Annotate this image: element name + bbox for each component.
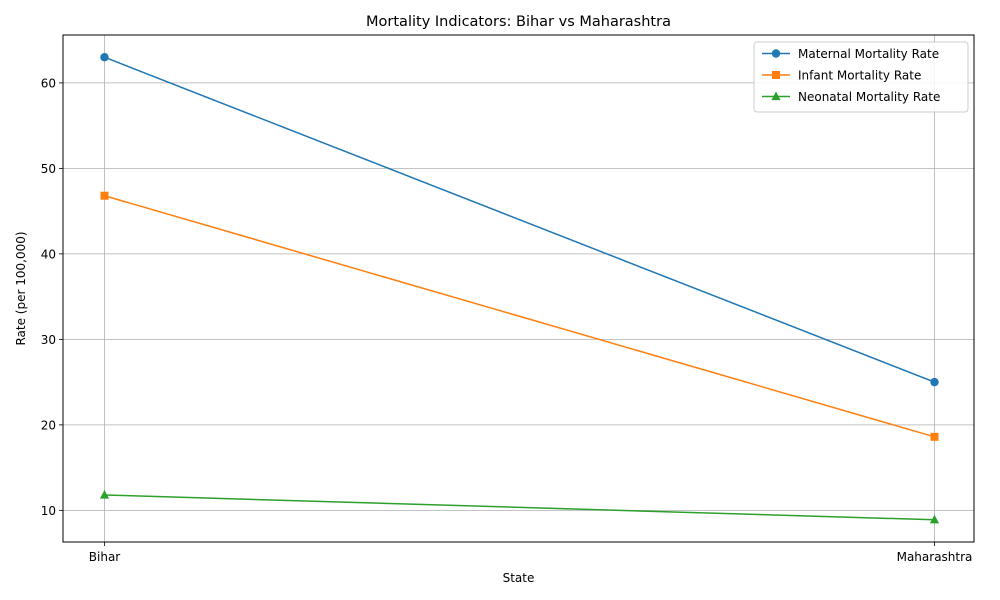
x-tick-label: Maharashtra	[897, 550, 973, 564]
legend-label: Infant Mortality Rate	[798, 68, 921, 82]
legend-marker	[771, 91, 781, 101]
data-point	[100, 191, 109, 200]
data-point	[930, 432, 939, 441]
legend-entry: Neonatal Mortality Rate	[762, 90, 940, 104]
y-tick-label: 40	[41, 247, 56, 261]
y-tick-label: 50	[41, 162, 56, 176]
legend-marker	[771, 49, 781, 58]
y-axis-label: Rate (per 100,000)	[14, 231, 28, 345]
legend-label: Maternal Mortality Rate	[798, 47, 939, 61]
x-axis-label: State	[503, 571, 535, 585]
data-point	[929, 514, 940, 524]
legend: Maternal Mortality Rate Infant Mortality …	[753, 41, 969, 113]
series-infant-mortality-rate	[100, 191, 939, 441]
x-tick-label: Bihar	[89, 550, 121, 564]
legend-marker	[772, 71, 780, 79]
y-tick-label: 20	[41, 418, 56, 432]
series-neonatal-mortality-rate	[99, 489, 940, 524]
y-axis-ticks: 10 20 30 40 50 60	[41, 76, 63, 518]
data-point	[930, 377, 939, 387]
legend-entry: Infant Mortality Rate	[762, 68, 921, 82]
series-line	[104, 494, 935, 521]
y-tick-label: 10	[41, 504, 56, 518]
series-line	[104, 56, 935, 383]
plot-frame	[62, 34, 975, 543]
x-axis-ticks: Bihar Maharashtra	[89, 542, 973, 564]
legend-box	[753, 41, 969, 113]
legend-entry: Maternal Mortality Rate	[762, 47, 939, 61]
data-point	[99, 489, 110, 499]
legend-label: Neonatal Mortality Rate	[798, 90, 940, 104]
chart-title: Mortality Indicators: Bihar vs Maharasht…	[366, 14, 671, 30]
grid-lines	[63, 35, 974, 542]
series-maternal-mortality-rate	[100, 53, 939, 387]
y-tick-label: 60	[41, 76, 56, 90]
series-line	[104, 195, 935, 438]
y-tick-label: 30	[41, 333, 56, 347]
data-point	[100, 53, 109, 62]
series-layer	[99, 53, 940, 524]
